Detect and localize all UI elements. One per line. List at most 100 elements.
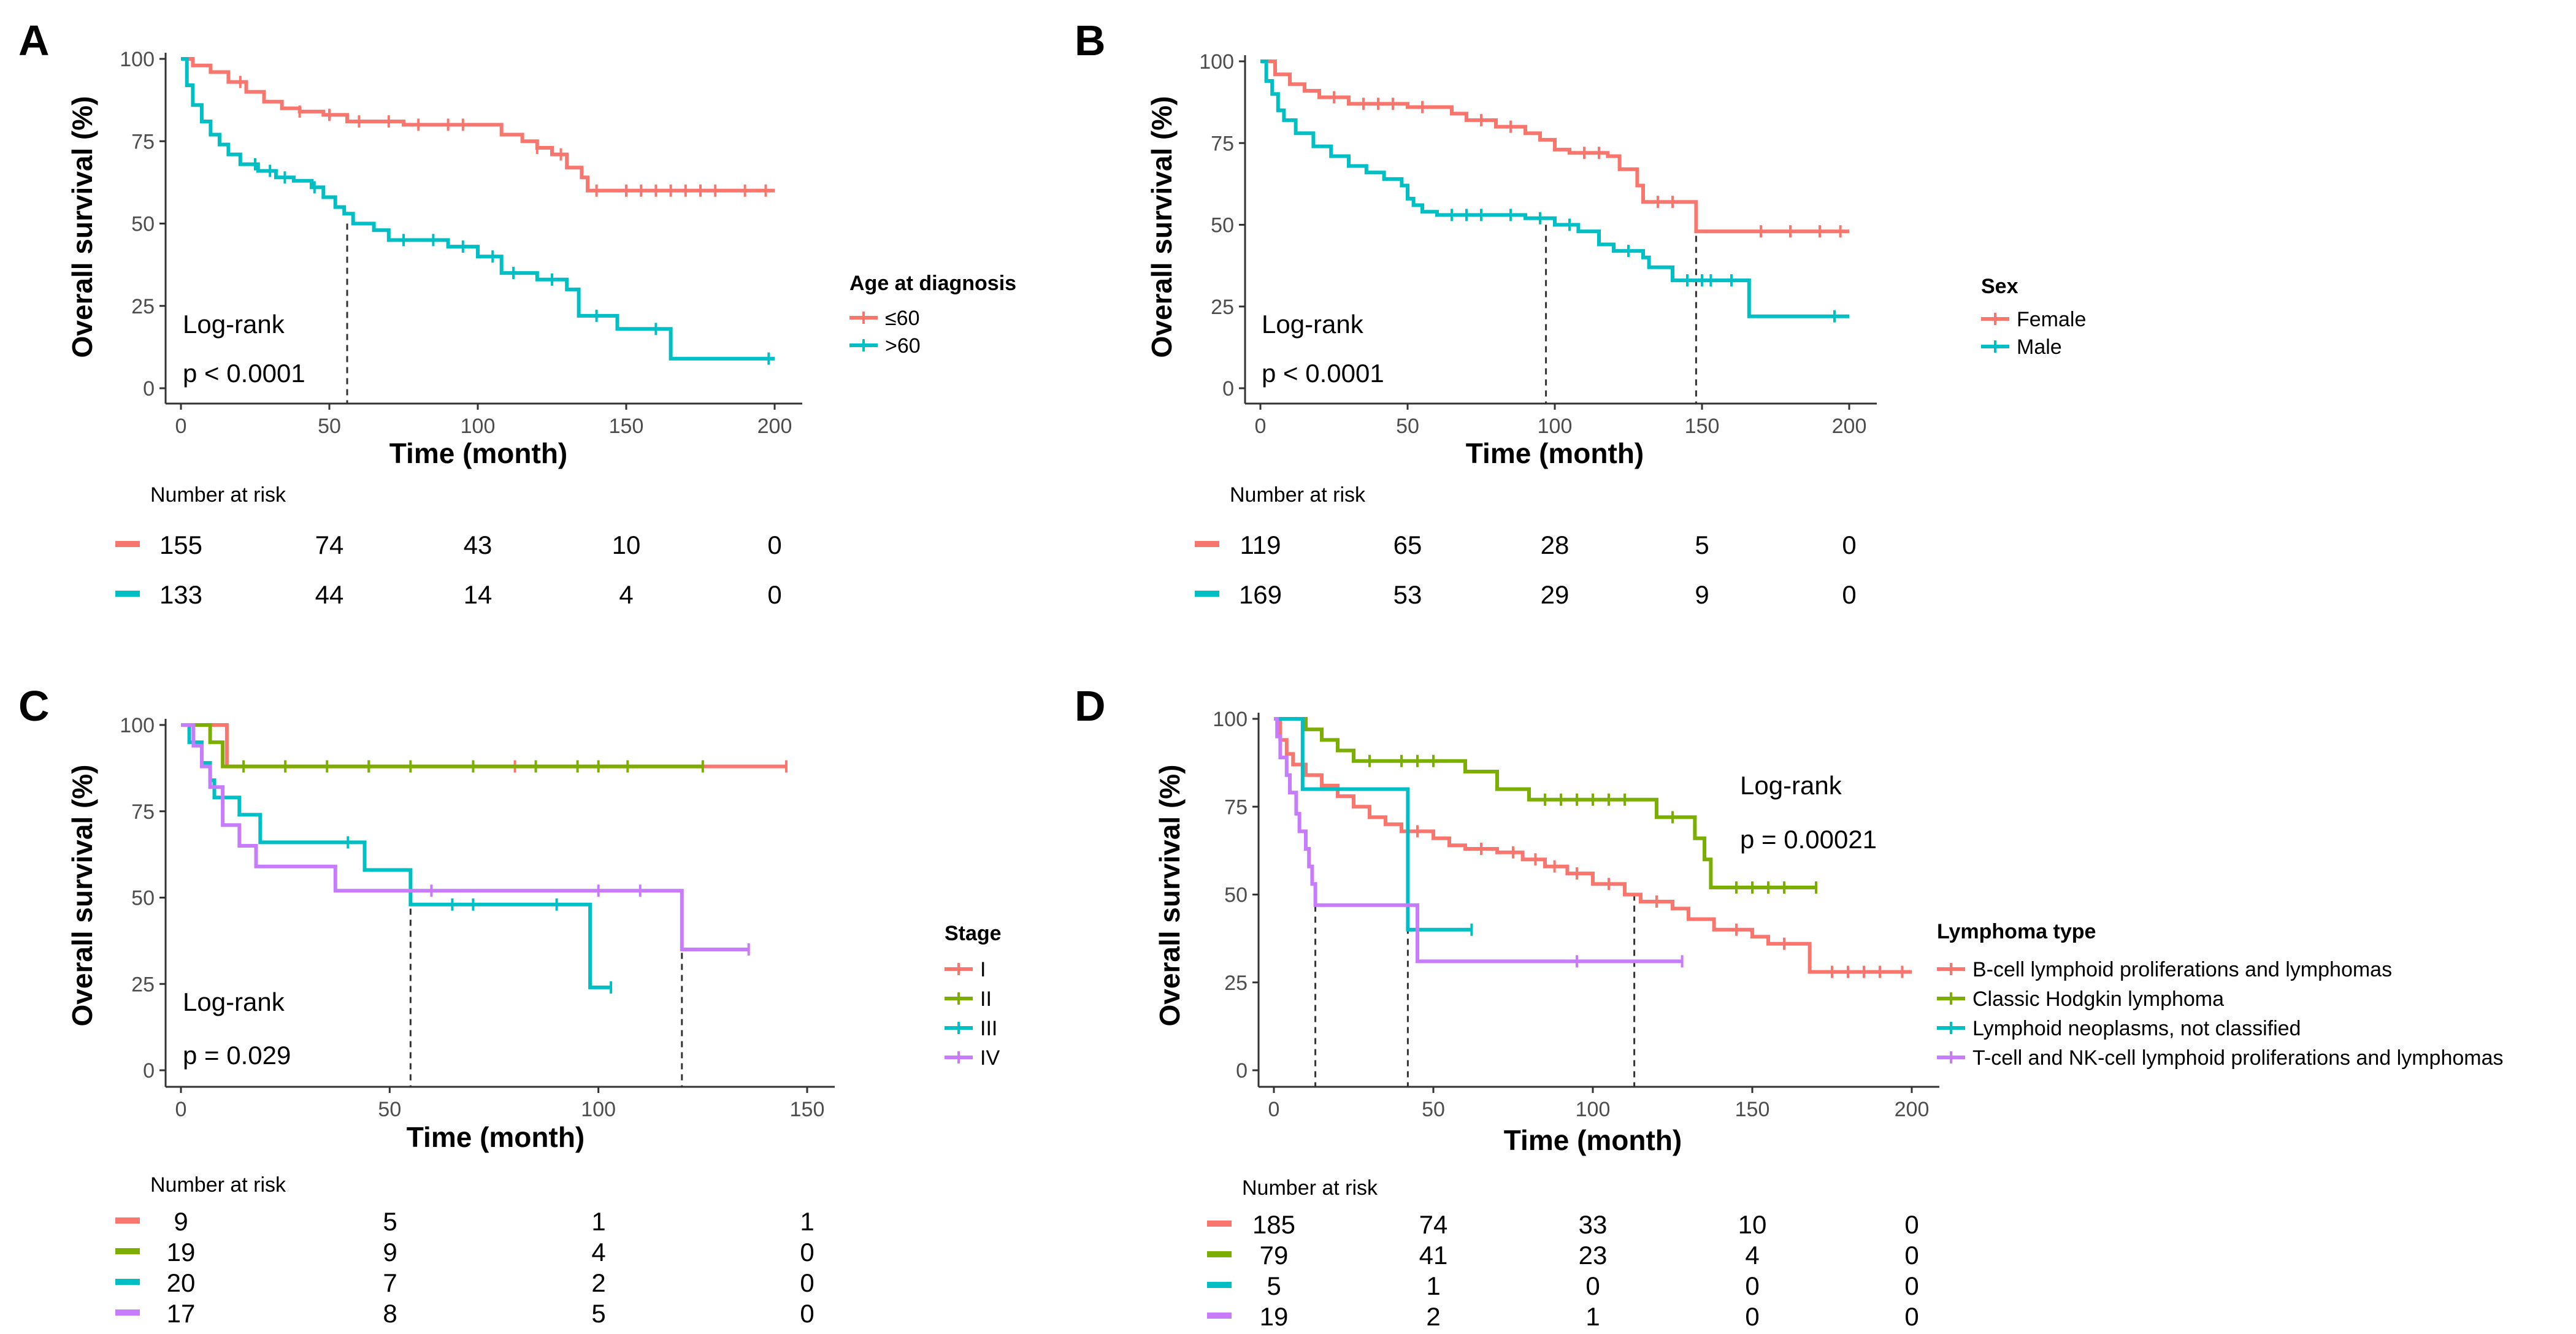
panel-b-risk-value: 119: [1240, 531, 1281, 559]
panel-c-risk-value: 0: [800, 1268, 814, 1297]
panel-c-risk-row-3: 20 7 2 0: [115, 1268, 815, 1297]
panel-c-risk-value: 4: [591, 1238, 605, 1267]
panel-d-logrank-label: Log-rank: [1740, 771, 1842, 800]
panel-c-y-axis-title: Overall survival (%): [66, 765, 98, 1027]
panel-b-y-tick-label: 25: [1211, 296, 1234, 319]
panel-c-x-tick-label: 0: [175, 1098, 187, 1121]
panel-c-y-tick-label: 50: [131, 887, 155, 910]
panel-d-x-tick-label: 100: [1576, 1098, 1611, 1121]
panel-b-risk-row-2: 169 53 29 9 0: [1195, 580, 1857, 609]
panel-b-y-tick-label: 50: [1211, 214, 1234, 237]
panel-d-risk-value: 79: [1260, 1241, 1289, 1270]
panel-d-y-tick-label: 0: [1236, 1059, 1248, 1083]
panel-c-legend-item-4: IV: [945, 1046, 1000, 1070]
panel-c-risk-value: 8: [383, 1299, 397, 1328]
panel-d-risk-row-1: 185 74 33 10 0: [1207, 1210, 1919, 1239]
panel-c-x-tick-label: 100: [581, 1098, 616, 1121]
panel-c-plot: 0 25 50 75 100 0 50 100 150: [120, 714, 835, 1121]
panel-b-logrank-label: Log-rank: [1262, 310, 1364, 339]
panel-d-series-line-4: [1274, 717, 1682, 964]
panel-a-risk-value: 14: [464, 580, 493, 609]
panel-b-y-tick-label: 75: [1211, 132, 1234, 155]
panel-c-risk-row-4: 17 8 5 0: [115, 1299, 815, 1328]
panel-d-risk-value: 0: [1745, 1302, 1759, 1331]
panel-a-x-tick-label: 100: [461, 415, 496, 438]
panel-b-y-axis-title: Overall survival (%): [1146, 96, 1178, 358]
panel-c-x-tick-label: 150: [790, 1098, 825, 1121]
panel-d-y-tick-label: 100: [1213, 708, 1248, 731]
panel-d-risk-value: 41: [1419, 1241, 1448, 1270]
panel-b-legend-title: Sex: [1981, 275, 2018, 298]
panel-a-risk-value: 0: [767, 580, 781, 609]
panel-a-x-axis-title: Time (month): [389, 437, 567, 469]
panel-a-legend-title: Age at diagnosis: [849, 272, 1016, 295]
panel-b-risk-value: 53: [1393, 580, 1422, 609]
panel-a-x-tick-label: 0: [175, 415, 187, 438]
panel-b-risk-title: Number at risk: [1230, 483, 1366, 507]
panel-c-legend-label: III: [980, 1017, 997, 1040]
panel-c-risk-value: 0: [800, 1299, 814, 1328]
panel-b-legend-item-2: Male: [1981, 335, 2062, 359]
panel-b-x-tick-label: 200: [1832, 415, 1867, 438]
panel-a-risk-value: 133: [159, 580, 202, 609]
panel-b-x-tick-label: 150: [1685, 415, 1720, 438]
panel-a-risk-value: 0: [767, 531, 781, 559]
panel-a-risk-value: 44: [315, 580, 344, 609]
panel-b-risk-value: 0: [1842, 531, 1856, 559]
panel-c-x-axis-title: Time (month): [407, 1121, 585, 1153]
panel-d-series-line-2: [1274, 717, 1816, 889]
panel-b-series-line-2: [1260, 59, 1849, 318]
panel-a-risk-value: 155: [159, 531, 202, 559]
panel-b-x-tick-label: 50: [1396, 415, 1419, 438]
panel-c-risk-value: 2: [591, 1268, 605, 1297]
panel-c-risk-value: 1: [591, 1207, 605, 1236]
panel-b-risk-value: 28: [1541, 531, 1570, 559]
panel-c-risk-value: 7: [383, 1268, 397, 1297]
panel-b-plot: 0 25 50 75 100 0 50 100 150 200: [1199, 50, 1877, 438]
panel-a-y-tick-label: 0: [143, 377, 155, 401]
panel-c-risk-value: 17: [167, 1299, 196, 1328]
panel-b-y-tick-label: 0: [1222, 377, 1234, 401]
panel-c-risk-value: 0: [800, 1238, 814, 1267]
panel-a-risk-value: 10: [612, 531, 641, 559]
panel-d-y-tick-label: 25: [1224, 972, 1248, 995]
panel-a-label: A: [18, 17, 50, 64]
panel-d-legend-label: Classic Hodgkin lymphoma: [1972, 987, 2224, 1011]
panel-b-risk-value: 0: [1842, 580, 1856, 609]
panel-c-legend-item-3: III: [945, 1017, 997, 1040]
panel-d-x-axis-title: Time (month): [1504, 1124, 1682, 1156]
panel-d-legend-item-4: T-cell and NK-cell lymphoid proliferatio…: [1937, 1046, 2504, 1070]
panel-d-risk-value: 74: [1419, 1210, 1448, 1239]
panel-c-risk-title: Number at risk: [150, 1173, 286, 1197]
panel-c-legend-label: II: [980, 987, 992, 1011]
panel-a-legend-label: >60: [885, 334, 921, 358]
panel-d-y-tick-label: 75: [1224, 795, 1248, 819]
panel-d-legend-label: B-cell lymphoid proliferations and lymph…: [1972, 958, 2392, 981]
panel-a-plot: 0 25 50 75 100 0 50 100 150 200: [120, 48, 802, 438]
panel-a-risk-title: Number at risk: [150, 483, 286, 507]
panel-d-legend-title: Lymphoma type: [1937, 920, 2096, 943]
panel-b-risk-value: 65: [1393, 531, 1422, 559]
panel-b-risk-value: 5: [1695, 531, 1709, 559]
panel-b-risk-row-1: 119 65 28 5 0: [1195, 531, 1857, 559]
panel-c-risk-value: 5: [383, 1207, 397, 1236]
panel-d-risk-value: 0: [1904, 1271, 1919, 1300]
panel-d-x-tick-label: 200: [1895, 1098, 1930, 1121]
panel-c-risk-row-1: 9 5 1 1: [115, 1207, 815, 1236]
panel-b-x-tick-label: 100: [1538, 415, 1573, 438]
panel-d-y-tick-label: 50: [1224, 884, 1248, 907]
panel-c-series-line-1: [181, 723, 786, 769]
panel-d-legend-item-3: Lymphoid neoplasms, not classified: [1937, 1017, 2301, 1040]
panel-b-risk-value: 9: [1695, 580, 1709, 609]
panel-c-y-tick-label: 75: [131, 800, 155, 824]
panel-c-y-tick-label: 100: [120, 714, 155, 737]
panel-c-y-tick-label: 25: [131, 973, 155, 996]
panel-d-risk-value: 4: [1745, 1241, 1759, 1270]
panel-c-legend-item-2: II: [945, 987, 992, 1011]
panel-d-x-tick-label: 0: [1268, 1098, 1280, 1121]
panel-c-label: C: [18, 682, 50, 730]
panel-a-x-tick-label: 200: [757, 415, 792, 438]
